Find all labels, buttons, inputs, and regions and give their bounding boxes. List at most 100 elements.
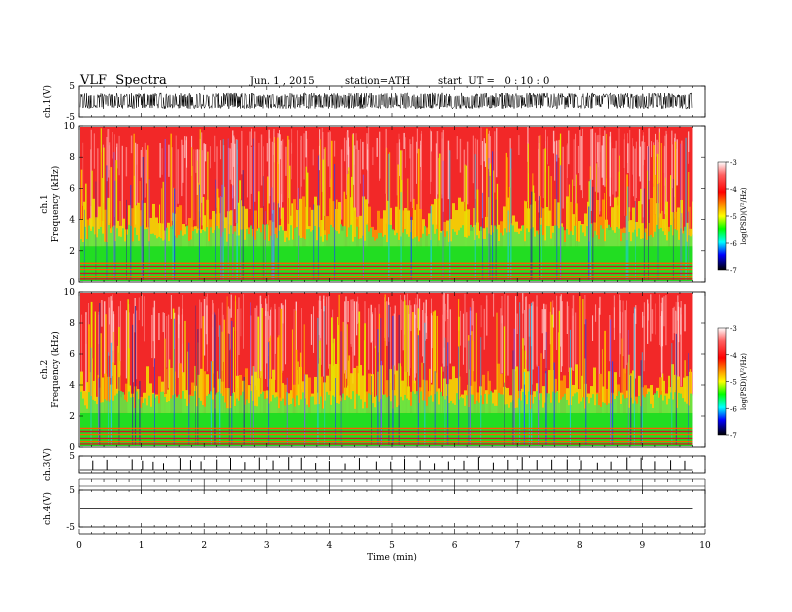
spectrogram-green-cell bbox=[296, 395, 298, 413]
spectrogram-green-cell bbox=[126, 234, 128, 247]
spectrogram-green-cell bbox=[462, 225, 464, 247]
spectrogram-green-cell bbox=[436, 228, 438, 247]
spectrogram-green-cell bbox=[112, 400, 114, 413]
spectrogram-green-cell bbox=[206, 227, 208, 247]
spectrogram-green-cell bbox=[194, 391, 196, 413]
colorbar-label: log(PSD)(V²/Hz) bbox=[740, 353, 748, 410]
spectrogram-green-cell bbox=[690, 236, 692, 247]
spectrogram-green-cell bbox=[542, 235, 544, 247]
spectrogram-green-cell bbox=[554, 392, 556, 413]
spectrogram-green-cell bbox=[266, 398, 268, 413]
spectrogram-green-cell bbox=[312, 396, 314, 413]
spectrogram-green-cell bbox=[456, 393, 458, 413]
spectrogram-yellow-cell bbox=[623, 368, 626, 415]
spectrogram-green-cell bbox=[476, 235, 478, 247]
spectrogram-yellow-cell bbox=[560, 380, 563, 415]
colorbar-1: -3 -4 -5 -6 -7 log(PSD)(V²/Hz) bbox=[717, 159, 748, 275]
spectrogram-yellow-cell bbox=[155, 217, 158, 249]
spectrogram-yellow-cell bbox=[200, 368, 203, 415]
spectrogram-yellow-cell bbox=[263, 224, 266, 249]
colorbar-tick-label: -4 bbox=[730, 352, 737, 360]
spectrogram-green-cell bbox=[152, 394, 154, 413]
spectrogram-green-cell bbox=[620, 241, 622, 247]
spectrogram-green-cell bbox=[686, 241, 688, 247]
spectrogram-green-cell bbox=[466, 237, 468, 247]
spectrogram-green-cell bbox=[562, 226, 564, 247]
spectrogram-green-cell bbox=[300, 399, 302, 413]
spectrogram-yellow-cell bbox=[542, 386, 545, 415]
spectrogram-green-cell bbox=[330, 404, 332, 413]
spectrogram-green-cell bbox=[496, 405, 498, 413]
spectrogram-green-cell bbox=[126, 401, 128, 413]
spectrogram-green-cell bbox=[364, 401, 366, 413]
spectrogram-green-cell bbox=[652, 408, 654, 413]
spectrogram-yellow-cell bbox=[635, 221, 638, 249]
spectrogram-green-cell bbox=[308, 407, 310, 413]
spectrogram-green-cell bbox=[626, 240, 628, 247]
spectrogram-green-cell bbox=[96, 404, 98, 413]
spectrogram-green-cell bbox=[516, 232, 518, 247]
spectrogram-green-cell bbox=[548, 393, 550, 413]
spectrogram-green-cell bbox=[88, 392, 90, 413]
spectrogram-green-cell bbox=[558, 228, 560, 247]
spectrogram-green-cell bbox=[494, 225, 496, 247]
spectrogram-yellow-cell bbox=[629, 220, 632, 249]
spectrogram-green-cell bbox=[402, 232, 404, 247]
spectrogram-green-cell bbox=[98, 229, 100, 247]
spectrogram-green-cell bbox=[372, 403, 374, 413]
spectrogram-green-cell bbox=[146, 405, 148, 413]
spectrogram-yellow-cell bbox=[389, 369, 392, 415]
spectrogram-green-cell bbox=[638, 395, 640, 413]
spectrogram-green-cell bbox=[216, 225, 218, 247]
spectrogram-yellow-cell bbox=[572, 214, 575, 249]
spectrogram-yellow-cell bbox=[275, 227, 278, 249]
spectrogram-green-cell bbox=[138, 399, 140, 413]
spectrogram-green-cell bbox=[390, 401, 392, 413]
y-tick-label: 5 bbox=[69, 452, 75, 462]
spectrogram-green-cell bbox=[342, 393, 344, 413]
spectrogram-yellow-cell bbox=[503, 206, 506, 249]
colorbar-rect bbox=[717, 161, 727, 271]
spectrogram-green-cell bbox=[392, 229, 394, 247]
spectrogram-green-cell bbox=[172, 395, 174, 413]
spectrogram-green-cell bbox=[220, 236, 222, 247]
spectrogram-green-cell bbox=[690, 393, 692, 413]
spectrogram-pink-streaks bbox=[82, 127, 690, 234]
spectrogram-green-cell bbox=[394, 235, 396, 247]
spectrogram-yellow-cell bbox=[575, 364, 578, 415]
spectrogram-green-cell bbox=[152, 233, 154, 247]
spectrogram-yellow-cell bbox=[89, 372, 92, 415]
spectrogram-green-cell bbox=[454, 404, 456, 413]
spectrogram-green-cell bbox=[444, 236, 446, 247]
spectrogram-green-cell bbox=[588, 403, 590, 413]
spectrogram-yellow-cell bbox=[149, 383, 152, 415]
spectrogram-green-cell bbox=[212, 399, 214, 413]
spectrogram-yellow-cell bbox=[314, 376, 317, 415]
spectrogram-green-cell bbox=[304, 239, 306, 247]
spectrogram-green-cell bbox=[260, 232, 262, 247]
spectrogram-green-cell bbox=[214, 230, 216, 247]
spectrogram-green-cell bbox=[492, 403, 494, 413]
spectrogram-green-cell bbox=[298, 235, 300, 247]
spectrogram-green-cell bbox=[102, 233, 104, 247]
spectrogram-green-cell bbox=[368, 393, 370, 413]
spectrogram-green-cell bbox=[658, 397, 660, 413]
spectrogram-tonal-lines bbox=[80, 427, 693, 445]
spectrogram-green-cell bbox=[372, 237, 374, 247]
spectrogram-green-cell bbox=[582, 397, 584, 413]
spectrogram-green-cell bbox=[408, 400, 410, 413]
spectrogram-green-cell bbox=[678, 239, 680, 247]
spectrogram-green-cell bbox=[380, 232, 382, 247]
spectrogram-green-cell bbox=[230, 225, 232, 247]
spectrogram-green-cell bbox=[434, 233, 436, 247]
colorbar-tick-label: -3 bbox=[730, 159, 737, 167]
spectrogram-green-cell bbox=[258, 227, 260, 247]
y-axis-label-channel: ch.2 bbox=[40, 360, 50, 379]
spectrogram-green-cell bbox=[84, 226, 86, 247]
spectrogram-green-cell bbox=[242, 391, 244, 413]
spectrogram-green-cell bbox=[302, 392, 304, 413]
spectrogram-green-cell bbox=[128, 224, 130, 247]
spectrogram-green-cell bbox=[486, 227, 488, 247]
spectrogram-yellow-cell bbox=[395, 370, 398, 415]
spectrogram-green-cell bbox=[578, 241, 580, 247]
